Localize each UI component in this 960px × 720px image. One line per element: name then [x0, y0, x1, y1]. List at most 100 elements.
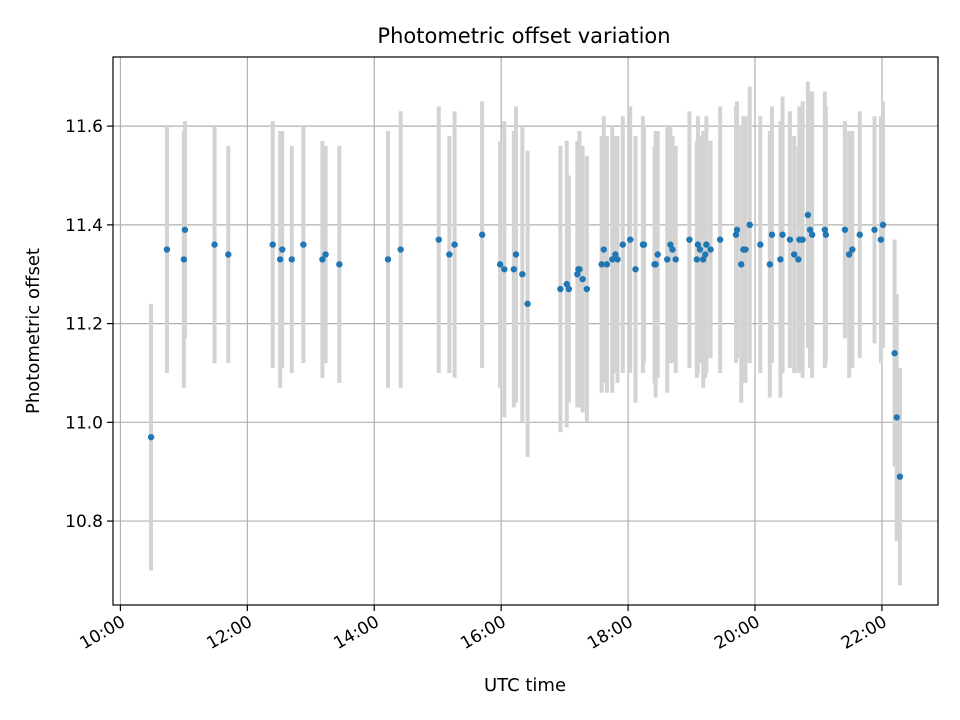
data-point	[699, 256, 707, 263]
data-point	[891, 350, 898, 357]
data-point	[451, 241, 458, 248]
data-point	[598, 261, 605, 268]
data-point	[609, 256, 616, 263]
data-point	[336, 261, 343, 268]
data-point	[799, 236, 806, 243]
data-point	[576, 266, 583, 273]
data-point	[163, 246, 171, 253]
data-point	[804, 211, 812, 219]
y-tick-label: 11.6	[65, 117, 103, 137]
data-point	[849, 246, 856, 253]
data-point	[702, 251, 709, 258]
data-point	[600, 246, 607, 253]
data-point	[686, 236, 693, 243]
data-point	[672, 256, 679, 263]
data-point	[524, 300, 531, 308]
data-point	[384, 256, 392, 263]
plot-area-frame	[112, 56, 939, 606]
data-point	[603, 261, 611, 268]
data-point	[766, 261, 774, 268]
data-point	[786, 236, 794, 243]
data-point	[614, 256, 621, 263]
data-point	[845, 251, 853, 258]
data-point	[795, 256, 802, 263]
data-point	[733, 226, 741, 233]
data-point	[879, 221, 887, 229]
data-point	[808, 231, 816, 238]
data-point	[654, 251, 661, 258]
data-point	[703, 241, 710, 248]
data-points	[147, 211, 904, 480]
data-point	[822, 231, 830, 238]
data-point	[446, 251, 453, 258]
data-point	[579, 275, 586, 283]
data-point	[779, 231, 786, 238]
data-point	[519, 271, 526, 278]
y-axis-label: Photometric offset	[23, 248, 44, 414]
data-point	[565, 285, 573, 293]
data-point	[669, 246, 676, 253]
data-point	[501, 266, 508, 273]
data-point	[896, 473, 904, 480]
data-point	[478, 231, 486, 238]
data-point	[181, 226, 189, 233]
data-point	[664, 256, 671, 263]
y-axis-ticks: 10.8 11.0 11.2 11.4 11.6	[65, 117, 113, 532]
data-point	[300, 241, 307, 248]
data-point	[821, 226, 829, 233]
data-point	[693, 256, 701, 263]
data-point	[871, 226, 878, 233]
data-point	[652, 261, 659, 268]
data-point	[512, 251, 520, 258]
data-point	[563, 280, 570, 288]
data-point	[322, 251, 329, 258]
data-point	[612, 251, 619, 258]
data-point	[147, 433, 155, 441]
data-point	[632, 266, 639, 273]
data-point	[742, 246, 749, 253]
data-point	[557, 285, 564, 293]
data-point	[269, 241, 276, 248]
data-point	[225, 251, 232, 258]
data-point	[732, 231, 740, 238]
y-tick-label: 11.4	[65, 216, 103, 236]
data-point	[707, 246, 714, 253]
data-point	[757, 241, 764, 248]
data-point	[777, 256, 784, 263]
data-point	[746, 221, 753, 229]
data-point	[496, 261, 504, 268]
data-point	[319, 256, 326, 263]
data-point	[877, 236, 885, 243]
data-point	[640, 241, 648, 248]
data-point	[893, 414, 900, 421]
data-point	[716, 236, 724, 243]
data-point	[696, 246, 704, 253]
chart-title: Photometric offset variation	[377, 24, 670, 48]
data-point	[790, 251, 798, 258]
data-point	[211, 241, 218, 248]
data-point	[806, 226, 814, 233]
data-point	[619, 241, 627, 248]
data-point	[738, 261, 745, 268]
data-point	[397, 246, 404, 253]
data-point	[279, 246, 286, 253]
data-point	[856, 231, 863, 238]
data-point	[510, 266, 518, 273]
x-axis-label: UTC time	[484, 675, 566, 696]
data-point	[627, 236, 634, 243]
data-point	[435, 236, 442, 243]
data-point	[288, 256, 295, 263]
data-point	[768, 231, 776, 238]
data-point	[574, 271, 581, 278]
data-point	[667, 241, 674, 248]
data-point	[276, 256, 284, 263]
y-tick-label: 11.0	[65, 413, 103, 433]
data-point	[180, 256, 188, 263]
data-point	[841, 226, 849, 233]
y-tick-label: 10.8	[65, 512, 103, 532]
data-point	[694, 241, 702, 248]
y-tick-label: 11.2	[65, 315, 103, 335]
data-point	[583, 285, 591, 293]
